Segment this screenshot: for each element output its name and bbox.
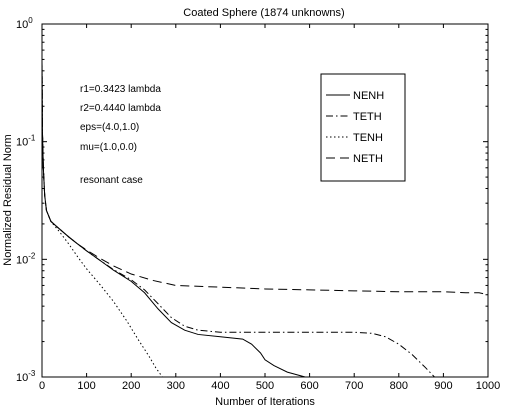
legend-label-tenh: TENH <box>353 132 383 144</box>
x-tick-label: 600 <box>300 380 318 392</box>
y-axis-label: Normalized Residual Norm <box>2 134 14 265</box>
x-tick-label: 300 <box>167 380 185 392</box>
series-line-tenh <box>41 61 163 378</box>
x-tick-label: 1000 <box>476 380 500 392</box>
annotation-text: mu=(1.0,0.0) <box>80 142 137 153</box>
annotation-text: eps=(4.0,1.0) <box>80 122 139 133</box>
chart-title: Coated Sphere (1874 unknowns) <box>183 7 344 19</box>
legend-box <box>320 73 406 182</box>
plot-lines <box>41 61 489 378</box>
series-line-neth <box>41 61 489 296</box>
x-tick-label: 900 <box>434 380 452 392</box>
x-tick-label: 0 <box>39 380 45 392</box>
legend-label-teth: TETH <box>353 111 382 123</box>
annotation-text: r2=0.4440 lambda <box>80 103 161 114</box>
x-tick-label: 200 <box>122 380 140 392</box>
legend: NENH TETH TENH NETH <box>320 73 406 182</box>
x-axis-label: Number of Iterations <box>215 396 315 408</box>
x-tick-label: 500 <box>256 380 274 392</box>
legend-label-neth: NETH <box>353 153 383 165</box>
legend-label-nenh: NENH <box>353 90 384 102</box>
x-tick-label: 800 <box>390 380 408 392</box>
annotation-text: resonant case <box>80 175 143 186</box>
x-axis: 0 100 200 300 400 500 600 700 800 900 1000 <box>39 24 500 392</box>
annotation-text: r1=0.3423 lambda <box>80 84 161 95</box>
x-tick-label: 400 <box>211 380 229 392</box>
x-tick-label: 700 <box>345 380 363 392</box>
annotations: r1=0.3423 lambda r2=0.4440 lambda eps=(4.0… <box>80 84 161 186</box>
x-tick-label: 100 <box>77 380 95 392</box>
